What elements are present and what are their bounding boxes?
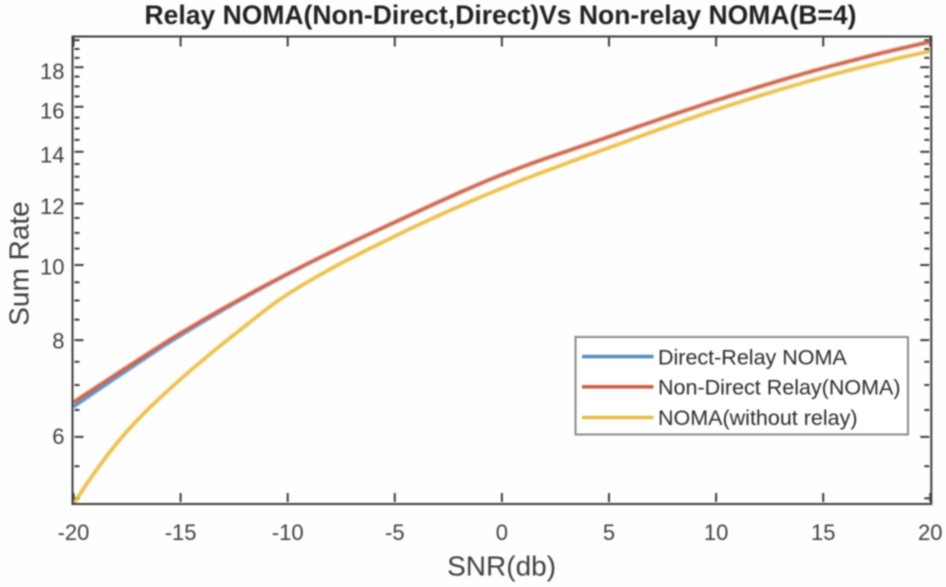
- svg-text:Direct-Relay NOMA: Direct-Relay NOMA: [658, 345, 847, 369]
- svg-text:10: 10: [40, 255, 64, 280]
- svg-text:Sum Rate: Sum Rate: [4, 201, 35, 326]
- svg-text:0: 0: [496, 520, 508, 545]
- svg-text:-10: -10: [272, 520, 304, 545]
- svg-text:-5: -5: [385, 520, 405, 545]
- svg-text:18: 18: [40, 59, 64, 84]
- svg-text:Relay NOMA(Non-Direct,Direct)V: Relay NOMA(Non-Direct,Direct)Vs Non-rela…: [145, 0, 857, 30]
- svg-text:6: 6: [52, 424, 64, 449]
- svg-text:12: 12: [40, 194, 64, 219]
- svg-text:14: 14: [40, 143, 64, 168]
- svg-text:20: 20: [918, 520, 942, 545]
- svg-text:Non-Direct Relay(NOMA): Non-Direct Relay(NOMA): [658, 376, 901, 400]
- svg-text:NOMA(without relay): NOMA(without relay): [658, 406, 858, 430]
- svg-text:8: 8: [52, 329, 64, 354]
- svg-text:15: 15: [811, 520, 835, 545]
- svg-text:10: 10: [704, 520, 728, 545]
- svg-text:5: 5: [603, 520, 615, 545]
- svg-text:-20: -20: [58, 520, 90, 545]
- svg-text:16: 16: [40, 98, 64, 123]
- svg-text:SNR(db): SNR(db): [447, 551, 556, 582]
- svg-text:-15: -15: [165, 520, 197, 545]
